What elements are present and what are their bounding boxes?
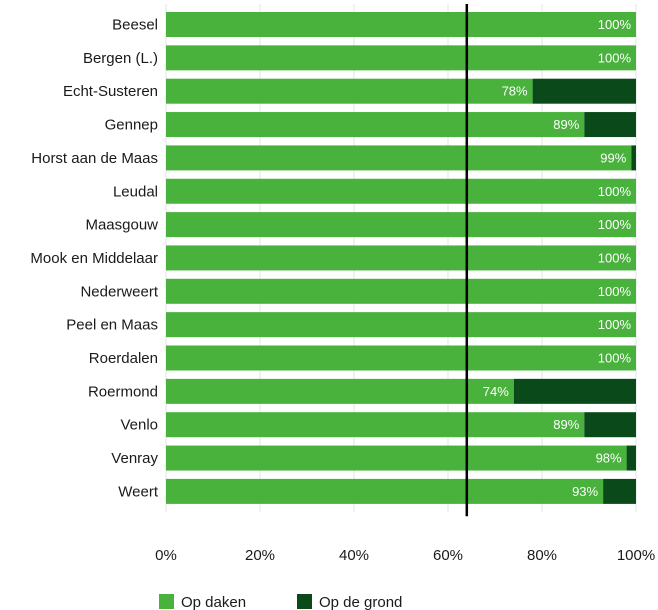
bar-op-daken-6 [166,212,636,238]
bars: 100% 100% 78% 89% 99% 100% 100% 100% 100% 100% 100… [166,12,636,504]
bar-op-daken-4 [166,145,632,171]
bar-op-de-grond-11 [513,378,636,404]
category-label-0: Beesel [112,17,158,34]
x-tick-label-3: 60% [433,547,463,564]
data-label-7: 100% [598,250,632,265]
bar-op-daken-7 [166,245,636,271]
data-label-8: 100% [598,284,632,299]
bar-op-de-grond-13 [626,445,636,471]
bar-op-daken-5 [166,178,636,204]
category-label-3: Gennep [105,117,158,134]
bar-op-daken-2 [166,78,533,104]
bar-op-de-grond-12 [584,412,636,438]
data-label-1: 100% [598,50,632,65]
bar-op-daken-10 [166,345,636,371]
category-label-1: Bergen (L.) [83,50,158,67]
data-label-9: 100% [598,317,632,332]
data-label-2: 78% [502,84,528,99]
data-label-14: 93% [572,484,598,499]
x-tick-label-0: 0% [155,547,177,564]
bar-op-de-grond-14 [603,478,636,504]
category-label-8: Nederweert [80,283,158,300]
legend-label-0: Op daken [181,594,246,610]
legend-swatch-0 [159,594,174,609]
data-label-12: 89% [553,417,579,432]
category-label-10: Roerdalen [89,350,158,367]
bar-op-daken-14 [166,478,604,504]
bar-op-de-grond-2 [532,78,636,104]
bar-op-daken-8 [166,278,636,304]
x-tick-label-1: 20% [245,547,275,564]
category-label-13: Venray [111,450,158,467]
legend-swatch-1 [297,594,312,609]
bar-op-daken-12 [166,412,585,438]
bar-op-daken-11 [166,378,514,404]
bar-op-daken-1 [166,45,636,71]
category-label-14: Weert [118,483,159,500]
data-label-6: 100% [598,217,632,232]
data-label-13: 98% [596,451,622,466]
x-tick-label-5: 100% [617,547,655,564]
category-label-7: Mook en Middelaar [30,250,158,267]
x-tick-label-2: 40% [339,547,369,564]
x-tick-label-4: 80% [527,547,557,564]
data-label-10: 100% [598,351,632,366]
bar-op-daken-3 [166,112,585,138]
bar-op-daken-9 [166,312,636,338]
category-label-9: Peel en Maas [66,317,158,334]
bar-op-de-grond-4 [631,145,636,171]
data-label-4: 99% [600,150,626,165]
legend-label-1: Op de grond [319,594,402,610]
category-label-5: Leudal [113,183,158,200]
category-label-2: Echt-Susteren [63,83,158,100]
category-label-11: Roermond [88,383,158,400]
legend: Op daken Op de grond [159,594,402,610]
bar-op-daken-0 [166,12,636,37]
data-label-0: 100% [598,17,632,32]
category-label-6: Maasgouw [85,217,158,234]
data-label-3: 89% [553,117,579,132]
x-tick-labels: 0% 20% 40% 60% 80% 100% [155,547,655,564]
bar-op-de-grond-3 [584,112,636,138]
bar-op-daken-13 [166,445,627,471]
category-label-12: Venlo [120,417,158,434]
category-label-4: Horst aan de Maas [31,150,158,167]
data-label-5: 100% [598,184,632,199]
category-labels: Beesel Bergen (L.) Echt-Susteren Gennep Hors… [30,17,158,501]
data-label-11: 74% [483,384,509,399]
